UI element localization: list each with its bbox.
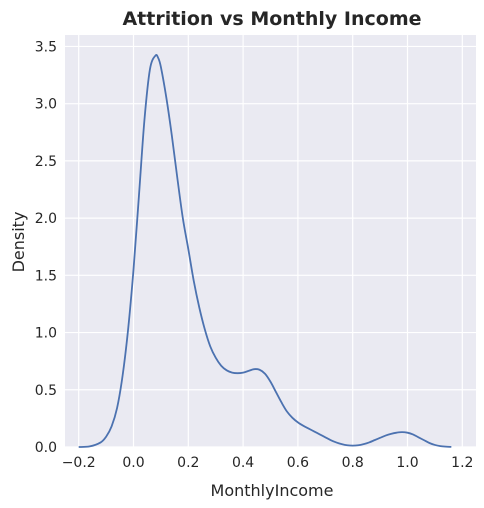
density-curve (78, 53, 452, 448)
x-tick-label: −0.2 (62, 455, 96, 471)
y-tick-label: 1.5 (35, 268, 57, 284)
y-tick-label: 2.0 (35, 211, 57, 227)
x-tick-label: 1.0 (396, 455, 418, 471)
series-layer (78, 53, 452, 448)
x-tick-label: 1.2 (451, 455, 473, 471)
x-axis-label: MonthlyIncome (211, 481, 334, 500)
plot-area (65, 35, 476, 447)
x-tick-label: 0.0 (122, 455, 144, 471)
x-tick-label: 0.2 (177, 455, 199, 471)
y-tick-label: 3.0 (35, 97, 57, 113)
y-tick-label: 3.5 (35, 39, 57, 55)
y-axis-label: Density (9, 212, 28, 273)
x-tick-label: 0.6 (287, 455, 309, 471)
y-tick-label: 1.0 (35, 326, 57, 342)
tick-labels: −0.2 0.0 0.2 0.4 0.6 0.8 1.0 1.2 0.0 0.5 1.0 1.5 2.0… (35, 39, 474, 471)
y-tick-label: 2.5 (35, 154, 57, 170)
y-tick-label: 0.5 (35, 383, 57, 399)
chart-title: Attrition vs Monthly Income (122, 8, 421, 30)
x-tick-label: 0.8 (342, 455, 364, 471)
y-tick-label: 0.0 (35, 440, 57, 456)
x-tick-label: 0.4 (232, 455, 254, 471)
